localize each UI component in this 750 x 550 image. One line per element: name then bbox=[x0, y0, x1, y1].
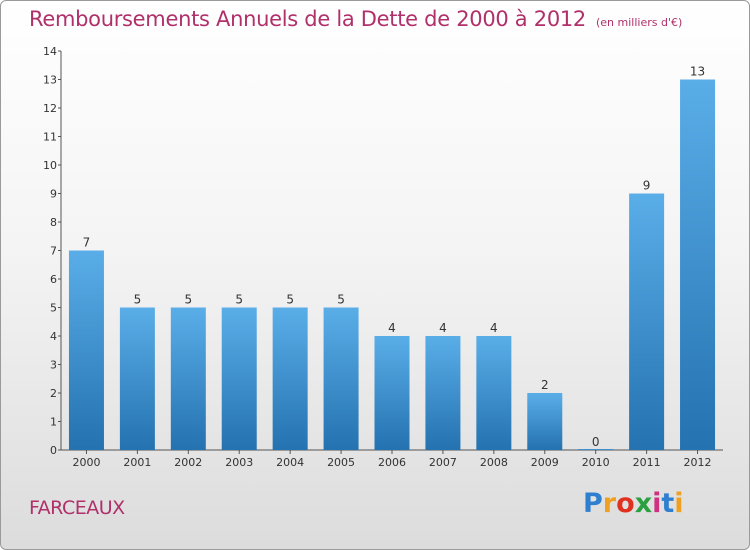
x-tick-label: 2005 bbox=[327, 456, 355, 469]
logo-letter: i bbox=[674, 488, 684, 519]
x-tick-label: 2011 bbox=[633, 456, 661, 469]
bar bbox=[221, 307, 257, 450]
logo-letter: r bbox=[602, 488, 617, 519]
bar bbox=[680, 79, 716, 450]
bar-value-label: 5 bbox=[337, 293, 345, 307]
y-tick-label: 7 bbox=[50, 245, 57, 258]
y-tick-label: 10 bbox=[43, 159, 57, 172]
bar-value-label: 5 bbox=[235, 293, 243, 307]
y-tick-label: 2 bbox=[50, 387, 57, 400]
x-tick-label: 2012 bbox=[684, 456, 712, 469]
logo-letter: t bbox=[661, 488, 675, 519]
x-tick-label: 2003 bbox=[225, 456, 253, 469]
chart-subtitle: (en milliers d'€) bbox=[596, 16, 683, 29]
x-tick-label: 2004 bbox=[276, 456, 304, 469]
bar bbox=[425, 336, 461, 450]
bar bbox=[68, 250, 104, 450]
y-tick-label: 11 bbox=[43, 131, 57, 144]
bar bbox=[170, 307, 206, 450]
bar-value-label: 9 bbox=[643, 179, 651, 193]
y-tick-label: 6 bbox=[50, 273, 57, 286]
bar-value-label: 5 bbox=[134, 293, 142, 307]
x-tick-label: 2007 bbox=[429, 456, 457, 469]
bar-value-label: 4 bbox=[490, 321, 498, 335]
bar-value-label: 5 bbox=[184, 293, 192, 307]
bar-value-label: 7 bbox=[83, 236, 91, 250]
x-tick-label: 2002 bbox=[174, 456, 202, 469]
y-tick-label: 4 bbox=[50, 330, 57, 343]
bar-value-label: 5 bbox=[286, 293, 294, 307]
bar-value-label: 4 bbox=[439, 321, 447, 335]
y-tick-label: 0 bbox=[50, 444, 57, 457]
bar-value-label: 0 bbox=[592, 435, 600, 449]
chart-title: Remboursements Annuels de la Dette de 20… bbox=[29, 7, 682, 31]
y-tick-label: 14 bbox=[43, 45, 57, 58]
bar-value-label: 4 bbox=[388, 321, 396, 335]
y-tick-label: 5 bbox=[50, 302, 57, 315]
bar bbox=[119, 307, 155, 450]
y-tick-label: 3 bbox=[50, 359, 57, 372]
bar bbox=[476, 336, 512, 450]
x-tick-label: 2000 bbox=[72, 456, 100, 469]
logo-letter: P bbox=[583, 488, 603, 519]
y-tick-label: 1 bbox=[50, 416, 57, 429]
logo-letter: x bbox=[634, 488, 653, 519]
x-tick-label: 2010 bbox=[582, 456, 610, 469]
x-tick-label: 2001 bbox=[123, 456, 151, 469]
commune-name: FARCEAUX bbox=[29, 497, 125, 519]
y-tick-label: 12 bbox=[43, 102, 57, 115]
bar bbox=[527, 393, 563, 450]
bar bbox=[578, 449, 614, 450]
y-tick-label: 8 bbox=[50, 216, 57, 229]
bar bbox=[629, 193, 665, 450]
x-tick-label: 2006 bbox=[378, 456, 406, 469]
chart-title-text: Remboursements Annuels de la Dette de 20… bbox=[29, 7, 586, 31]
x-tick-label: 2009 bbox=[531, 456, 559, 469]
proxiti-logo: Proxiti bbox=[583, 488, 684, 519]
bar bbox=[374, 336, 410, 450]
y-tick-label: 9 bbox=[50, 188, 57, 201]
y-tick-label: 13 bbox=[43, 74, 57, 87]
bar bbox=[272, 307, 308, 450]
logo-letter: i bbox=[652, 488, 662, 519]
logo-letter: o bbox=[616, 488, 635, 519]
bar bbox=[323, 307, 359, 450]
bar-value-label: 2 bbox=[541, 378, 549, 392]
x-tick-label: 2008 bbox=[480, 456, 508, 469]
bar-value-label: 13 bbox=[690, 65, 705, 79]
